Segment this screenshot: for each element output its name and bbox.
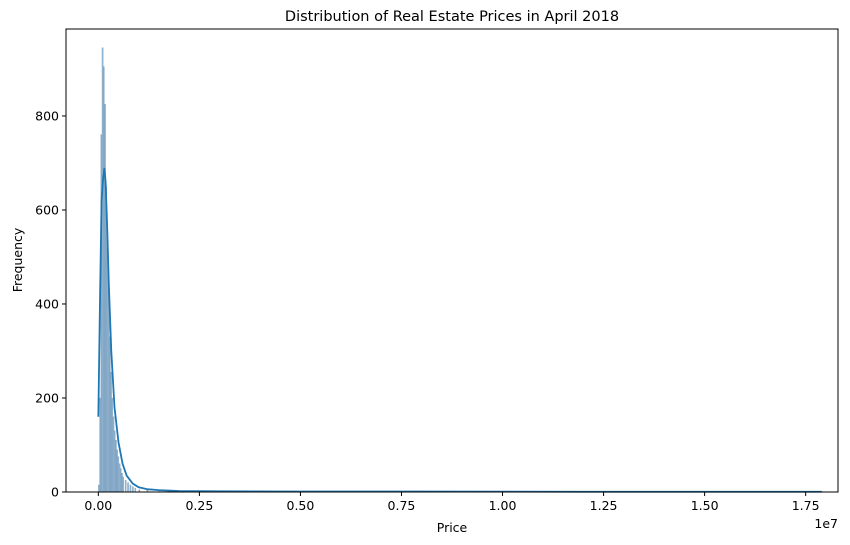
histogram-bar: [116, 449, 118, 493]
x-offset-label: 1e7: [814, 516, 838, 531]
histogram-bar: [117, 456, 120, 493]
histogram-bar: [101, 47, 104, 493]
histogram-bar: [103, 66, 105, 493]
histogram-bar: [98, 484, 100, 493]
x-tick-label: 0.75: [388, 498, 416, 513]
y-tick-label: 600: [35, 202, 59, 217]
histogram-bar: [118, 463, 121, 493]
histogram-bar: [124, 480, 127, 493]
y-axis-label: Frequency: [10, 227, 25, 292]
y-tick-label: 800: [35, 108, 59, 123]
histogram-bar: [99, 397, 101, 493]
x-tick-label: 0.25: [185, 498, 213, 513]
x-tick-label: 1.25: [590, 498, 618, 513]
histogram-bar: [113, 430, 116, 493]
histogram-bar: [109, 336, 111, 493]
y-tick-label: 200: [35, 390, 59, 405]
histogram-bar: [106, 247, 109, 493]
histogram-bar: [122, 476, 124, 493]
histogram-bar: [115, 440, 117, 493]
histogram-bar: [132, 486, 134, 493]
histogram-bar: [127, 482, 129, 493]
histogram-bar: [134, 488, 137, 493]
histogram-bar: [111, 397, 114, 493]
y-tick-label: 400: [35, 296, 59, 311]
x-axis-label: Price: [437, 520, 468, 535]
histogram-bar: [129, 484, 132, 493]
x-tick-label: 0.00: [84, 498, 112, 513]
y-tick-label: 0: [51, 485, 59, 500]
histogram-bar: [110, 371, 112, 493]
histogram-bar: [107, 289, 110, 493]
histogram-bar: [112, 416, 115, 493]
x-tick-label: 1.50: [691, 498, 719, 513]
x-tick-label: 1.75: [792, 498, 820, 513]
histogram-bar: [120, 468, 122, 493]
chart-title: Distribution of Real Estate Prices in Ap…: [285, 9, 619, 25]
kde-line: [97, 167, 822, 493]
x-tick-label: 0.50: [287, 498, 315, 513]
histogram-bar: [104, 104, 106, 493]
x-tick-label: 1.00: [489, 498, 517, 513]
histogram-bar: [121, 473, 123, 493]
plot-area-frame: [65, 28, 839, 493]
